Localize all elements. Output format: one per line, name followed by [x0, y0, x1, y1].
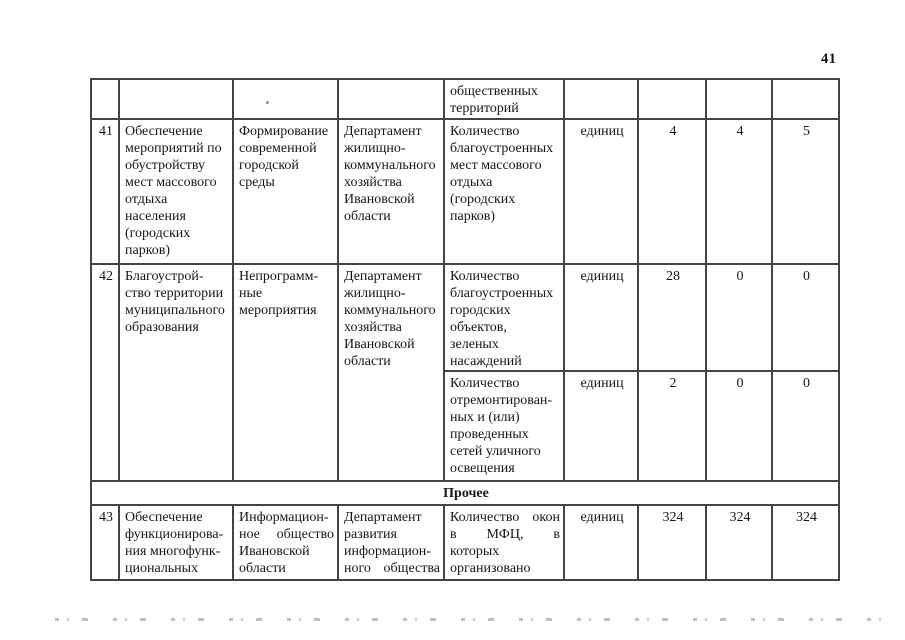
- scanner-artifact-line: [55, 618, 893, 621]
- row-number-cell: 42: [90, 263, 120, 482]
- table-row-continuation: общественных территорий: [90, 78, 840, 120]
- value-cell: 324: [771, 504, 840, 581]
- empty-cell: [232, 78, 339, 120]
- indicator-name-cell: Количество благоустроенных мест массового о…: [443, 118, 565, 265]
- executor-cell: Департамент жилищно-коммунального хозяйств…: [337, 263, 445, 482]
- empty-cell: [705, 78, 773, 120]
- activity-name-cell: Обеспечение функционирова-ния многофунк-ц…: [118, 504, 234, 581]
- empty-cell: [90, 78, 120, 120]
- executor-cell: Департамент жилищно-коммунального хозяйств…: [337, 118, 445, 265]
- section-divider-row: Прочее: [90, 480, 840, 506]
- indicator-name-cell: Количество благоустроенных городских объект…: [443, 263, 565, 372]
- activity-name-cell: Обеспечение мероприятий по обустройству мес…: [118, 118, 234, 265]
- unit-cell: единиц: [563, 263, 639, 372]
- table-row-42: 42 Благоустрой-ство территории муниципаль…: [90, 263, 840, 482]
- value-cell: 324: [705, 504, 773, 581]
- page-number: 41: [821, 51, 837, 67]
- value-cell: 0: [705, 370, 773, 482]
- indicator-name-cell: Количество окон в МФЦ, в которых организова…: [443, 504, 565, 581]
- indicator-name-cell: Количество отремонтирован-ных и (или) пров…: [443, 370, 565, 482]
- empty-cell: [337, 78, 445, 120]
- indicator-name-cell: общественных территорий: [443, 78, 565, 120]
- empty-cell: [563, 78, 639, 120]
- unit-cell: единиц: [563, 370, 639, 482]
- value-cell: 4: [705, 118, 773, 265]
- value-cell: 324: [637, 504, 707, 581]
- value-cell: 28: [637, 263, 707, 372]
- program-name-cell: Информацион-ное общество Ивановской област…: [232, 504, 339, 581]
- unit-cell: единиц: [563, 504, 639, 581]
- executor-cell: Департамент развития информацион-ного обще…: [337, 504, 445, 581]
- unit-cell: единиц: [563, 118, 639, 265]
- program-name-cell: Непрограмм-ные мероприятия: [232, 263, 339, 482]
- value-cell: 4: [637, 118, 707, 265]
- indicators-table: общественных территорий 41 Обеспечение мер…: [90, 78, 840, 581]
- table-row-41: 41 Обеспечение мероприятий по обустройству…: [90, 118, 840, 265]
- row-number-cell: 43: [90, 504, 120, 581]
- program-name-cell: Формирование современной городской среды: [232, 118, 339, 265]
- row-number-cell: 41: [90, 118, 120, 265]
- value-cell: 0: [771, 263, 840, 372]
- activity-name-cell: Благоустрой-ство территории муниципальног…: [118, 263, 234, 482]
- scanner-speck: [266, 101, 269, 104]
- value-cell: 5: [771, 118, 840, 265]
- empty-cell: [771, 78, 840, 120]
- empty-cell: [118, 78, 234, 120]
- value-cell: 2: [637, 370, 707, 482]
- value-cell: 0: [705, 263, 773, 372]
- empty-cell: [637, 78, 707, 120]
- value-cell: 0: [771, 370, 840, 482]
- table-row-42-indicator-2: Количество отремонтирован-ных и (или) пров…: [91, 370, 840, 482]
- table-row-43: 43 Обеспечение функционирова-ния многофун…: [90, 504, 840, 581]
- section-header-cell: Прочее: [90, 480, 840, 506]
